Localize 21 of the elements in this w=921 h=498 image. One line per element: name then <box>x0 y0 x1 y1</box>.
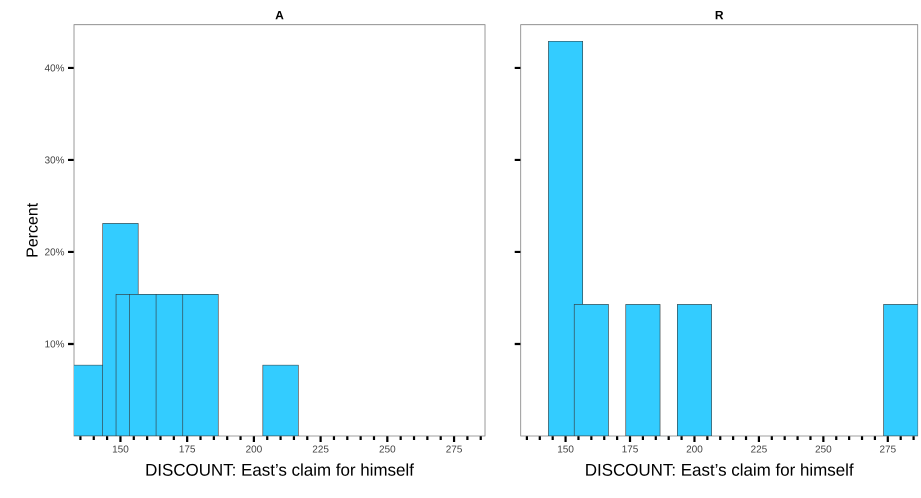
x-tick-label: 150 <box>558 446 574 453</box>
x-tick-label: 225 <box>312 446 328 453</box>
chart-title: A <box>275 10 284 20</box>
x-tick-label: 250 <box>380 446 396 453</box>
x-tick-label: 225 <box>751 446 767 453</box>
x-tick-label: 200 <box>246 446 262 453</box>
y-tick-label: 10% <box>45 340 64 348</box>
chart-title: R <box>716 10 724 20</box>
y-tick-label: 20% <box>45 248 64 256</box>
x-tick-label: 200 <box>686 446 702 453</box>
x-tick-label: 150 <box>112 446 128 453</box>
x-axis-title: DISCOUNT: East’s claim for himself <box>586 463 854 476</box>
x-tick-label: 175 <box>622 446 638 452</box>
x-tick-label: 250 <box>816 446 832 453</box>
x-tick-label: 175 <box>180 446 196 452</box>
y-tick-label: 30% <box>44 156 64 164</box>
y-tick-label: 40% <box>44 64 64 72</box>
x-tick-label: 275 <box>446 446 462 453</box>
x-tick-label: 275 <box>880 446 896 453</box>
y-axis-title: Percent <box>26 202 38 256</box>
x-axis-title: DISCOUNT: East’s claim for himself <box>146 463 414 476</box>
